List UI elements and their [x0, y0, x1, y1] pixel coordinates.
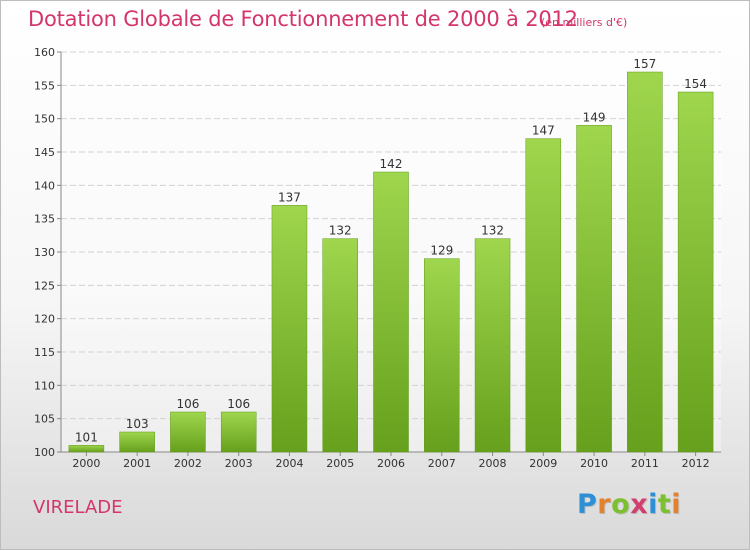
x-tick-label: 2012: [682, 457, 710, 470]
data-label: 101: [75, 430, 98, 444]
y-tick-label: 110: [34, 379, 55, 392]
data-label: 103: [126, 417, 149, 431]
proxiti-logo: Proxiti: [577, 489, 681, 520]
x-tick-label: 2006: [377, 457, 405, 470]
y-tick-label: 160: [34, 46, 55, 59]
data-label: 147: [532, 124, 555, 138]
y-tick-label: 125: [34, 279, 55, 292]
data-label: 142: [380, 157, 403, 171]
y-tick-label: 105: [34, 413, 55, 426]
bar-2008: [474, 238, 511, 453]
y-tick-label: 130: [34, 246, 55, 259]
bar-2004: [271, 205, 308, 453]
data-label: 129: [430, 244, 453, 258]
bar-2010: [576, 125, 612, 453]
x-tick-label: 2001: [123, 457, 151, 470]
logo-letter: i: [648, 489, 658, 520]
bar-2006: [373, 171, 409, 453]
data-label: 154: [684, 77, 707, 91]
x-tick-label: 2005: [326, 457, 354, 470]
logo-letter: x: [630, 489, 649, 520]
bar-2001: [119, 431, 155, 453]
logo-letter: P: [577, 489, 598, 520]
y-tick-label: 100: [34, 446, 55, 459]
data-label: 106: [227, 397, 250, 411]
y-tick-label: 140: [34, 179, 55, 192]
x-tick-label: 2011: [631, 457, 659, 470]
logo-letter: t: [657, 489, 672, 520]
bar-2012: [677, 91, 714, 453]
data-label: 149: [583, 110, 606, 124]
chart-subtitle: (en milliers d'€): [541, 16, 628, 29]
y-tick-label: 135: [34, 213, 55, 226]
data-label: 132: [329, 224, 352, 238]
x-tick-label: 2009: [529, 457, 557, 470]
bar-2007: [424, 258, 460, 453]
x-tick-label: 2004: [275, 457, 303, 470]
logo-letter: r: [597, 489, 612, 520]
data-label: 106: [176, 397, 199, 411]
data-label: 157: [633, 57, 656, 71]
logo-letter: i: [671, 489, 682, 520]
x-tick-label: 2000: [72, 457, 100, 470]
place-name: VIRELADE: [33, 497, 123, 518]
bar-2002: [170, 411, 206, 453]
x-tick-label: 2008: [479, 457, 507, 470]
bar-2000: [68, 445, 105, 453]
bar-2005: [322, 238, 358, 453]
data-label: 132: [481, 224, 504, 238]
logo-letter: o: [611, 489, 631, 520]
bar-2003: [220, 411, 257, 453]
y-tick-label: 145: [34, 146, 55, 159]
y-tick-label: 120: [34, 313, 55, 326]
x-tick-label: 2010: [580, 457, 608, 470]
bar-2009: [525, 138, 562, 453]
y-tick-label: 115: [34, 346, 55, 359]
y-tick-label: 155: [34, 79, 55, 92]
y-tick-label: 150: [34, 113, 55, 126]
x-tick-label: 2003: [225, 457, 253, 470]
data-label: 137: [278, 190, 301, 204]
chart-title: Dotation Globale de Fonctionnement de 20…: [28, 7, 578, 31]
x-tick-label: 2002: [174, 457, 202, 470]
x-tick-label: 2007: [428, 457, 456, 470]
bar-2011: [627, 71, 663, 453]
